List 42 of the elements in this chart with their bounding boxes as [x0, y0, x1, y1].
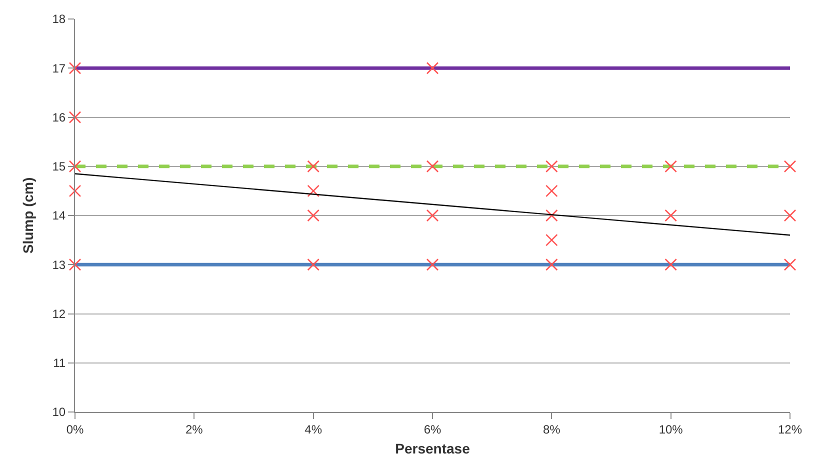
- y-tick-label: 10: [52, 405, 66, 420]
- point: [307, 184, 320, 198]
- x-tick-label: 2%: [186, 422, 204, 436]
- point: [68, 258, 82, 271]
- point: [68, 111, 82, 124]
- point: [68, 62, 82, 74]
- point: [546, 258, 558, 271]
- point: [68, 160, 82, 173]
- y-tick-label: 15: [52, 160, 66, 174]
- point: [307, 258, 320, 271]
- y-tick-label: 18: [52, 12, 66, 26]
- point: [426, 62, 439, 74]
- x-tick-label: 0%: [66, 422, 84, 436]
- y-tick-label: 13: [52, 258, 66, 272]
- y-tick-label: 11: [53, 356, 66, 370]
- x-tick-label: 10%: [658, 422, 684, 436]
- y-axis-title: Slump (cm): [20, 177, 36, 254]
- point: [664, 209, 677, 222]
- point: [664, 160, 677, 173]
- y-tick-label: 17: [52, 61, 66, 76]
- point: [546, 184, 558, 198]
- point: [784, 258, 796, 271]
- y-tick-label: 14: [52, 208, 66, 223]
- point: [307, 209, 320, 222]
- point: [307, 160, 320, 173]
- point: [546, 209, 558, 222]
- point: [426, 160, 439, 173]
- point: [784, 160, 796, 173]
- x-tick-label: 8%: [543, 422, 561, 436]
- point: [546, 234, 558, 246]
- x-axis-title: Persentase: [395, 440, 470, 457]
- point: [426, 209, 439, 222]
- point: [546, 160, 558, 173]
- point: [664, 258, 677, 271]
- x-tick-label: 12%: [778, 422, 802, 436]
- x-tick-label: 4%: [304, 422, 322, 436]
- y-tick-label: 12: [52, 306, 66, 321]
- x-tick-label: 6%: [424, 422, 442, 436]
- point: [784, 209, 796, 222]
- point: [68, 184, 82, 198]
- point: [426, 258, 439, 271]
- y-tick-label: 16: [52, 110, 66, 124]
